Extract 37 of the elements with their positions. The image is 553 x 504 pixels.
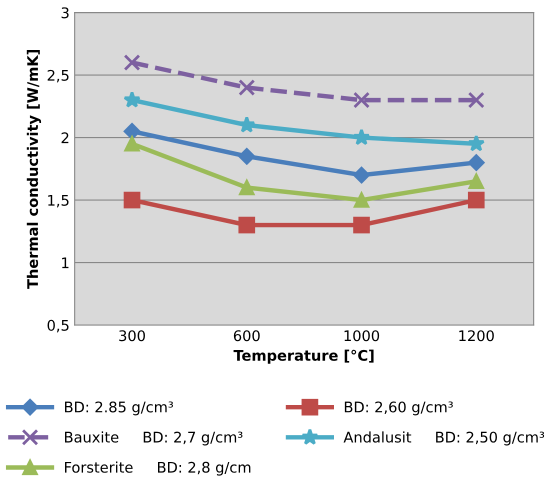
legend-label: BD: 2,60 g/cm³: [344, 401, 453, 416]
point: [238, 216, 256, 234]
point: [354, 192, 370, 208]
point: [352, 128, 370, 146]
y-tick-label: 1,5: [48, 194, 69, 208]
legend-label: Bauxite BD: 2,7 g/cm³: [65, 431, 242, 446]
x-tick-label: 600: [234, 330, 260, 342]
point: [238, 116, 256, 133]
point: [238, 79, 256, 96]
y-tick-label: 2,5: [48, 70, 69, 82]
y-tick-label: 2: [62, 132, 68, 144]
y-tick-label: 3: [62, 7, 69, 18]
point: [353, 92, 370, 108]
x-tick-label: 1200: [459, 330, 494, 342]
point: [124, 192, 140, 208]
x-tick-label: 1000: [344, 330, 380, 342]
point: [124, 123, 140, 140]
point: [124, 136, 140, 152]
x-tick-label: 300: [119, 330, 145, 342]
point: [468, 154, 485, 171]
legend-label: Forsterite BD: 2,8 g/cm: [65, 462, 250, 476]
point: [468, 192, 485, 208]
point: [468, 174, 484, 189]
x-axis-title: Temperature [°C]: [234, 350, 374, 364]
point: [468, 134, 485, 152]
point: [353, 166, 370, 184]
point: [238, 148, 256, 165]
point: [239, 180, 254, 196]
point: [124, 54, 140, 71]
y-tick-label: 1: [62, 257, 68, 268]
legend-label: Andalusit BD: 2,50 g/cm³: [344, 431, 544, 446]
point: [123, 91, 141, 108]
legend-label: BD: 2.85 g/cm³: [65, 401, 173, 416]
y-axis-title: Thermal conductivity [W/mK]: [26, 50, 42, 289]
point: [353, 216, 370, 234]
point: [468, 92, 485, 108]
y-tick-label: 0,5: [48, 320, 69, 332]
